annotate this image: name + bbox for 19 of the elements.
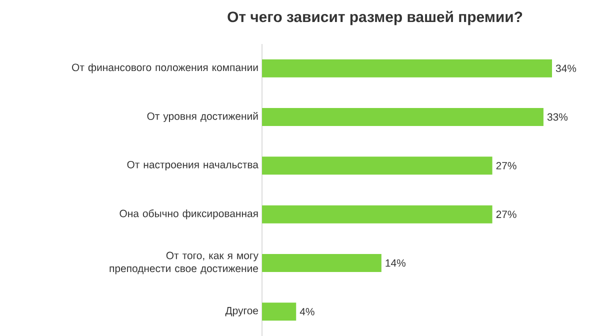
data-label: 4% [300, 308, 314, 316]
bar [262, 302, 296, 321]
y-tick-label: От настроения начальства [127, 160, 258, 170]
data-label: 27% [496, 210, 516, 218]
bar [262, 156, 492, 175]
y-tick-label: От финансового положения компании [72, 63, 258, 74]
bar [262, 205, 492, 224]
bar [262, 59, 552, 78]
y-tick-label: От уровня достижений [147, 112, 258, 122]
bar [262, 108, 544, 126]
chart-title: От чего зависит размер вашей премии? [228, 10, 522, 26]
bar [262, 254, 382, 272]
y-tick-label: Другое [225, 306, 258, 316]
data-label: 33% [547, 113, 568, 121]
data-label: 27% [496, 162, 516, 170]
y-tick-label: От того, как я могу преподнести свое достижение [110, 252, 258, 274]
data-label: 34% [556, 64, 576, 72]
data-label: 14% [386, 259, 406, 267]
y-tick-label: Она обычно фиксированная [120, 209, 258, 220]
